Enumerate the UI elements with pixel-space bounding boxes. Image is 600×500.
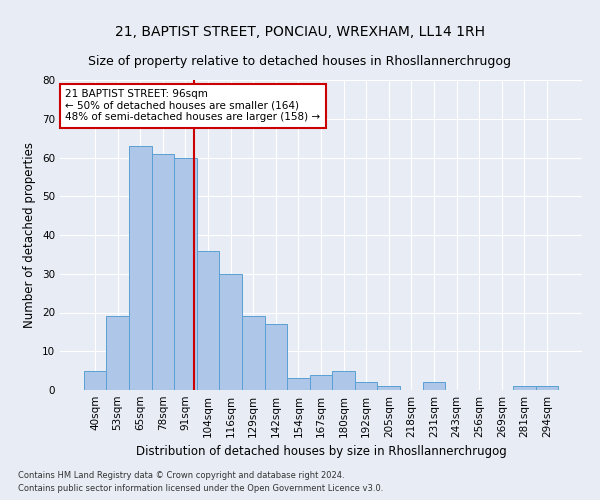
Text: 21 BAPTIST STREET: 96sqm
← 50% of detached houses are smaller (164)
48% of semi-: 21 BAPTIST STREET: 96sqm ← 50% of detach… [65,90,320,122]
Bar [332,370,355,390]
Bar [287,378,310,390]
Bar [242,316,265,390]
Bar [377,386,400,390]
Bar [310,374,332,390]
Y-axis label: Number of detached properties: Number of detached properties [23,142,37,328]
Bar [129,146,152,390]
Bar [265,324,287,390]
Text: Contains public sector information licensed under the Open Government Licence v3: Contains public sector information licen… [18,484,383,493]
Bar [536,386,558,390]
Bar [84,370,106,390]
Bar [152,154,174,390]
Bar [513,386,536,390]
Text: 21, BAPTIST STREET, PONCIAU, WREXHAM, LL14 1RH: 21, BAPTIST STREET, PONCIAU, WREXHAM, LL… [115,25,485,39]
Bar [197,250,220,390]
X-axis label: Distribution of detached houses by size in Rhosllannerchrugog: Distribution of detached houses by size … [136,446,506,458]
Bar [355,382,377,390]
Bar [174,158,197,390]
Bar [106,316,129,390]
Text: Size of property relative to detached houses in Rhosllannerchrugog: Size of property relative to detached ho… [89,55,511,68]
Text: Contains HM Land Registry data © Crown copyright and database right 2024.: Contains HM Land Registry data © Crown c… [18,470,344,480]
Bar [422,382,445,390]
Bar [220,274,242,390]
